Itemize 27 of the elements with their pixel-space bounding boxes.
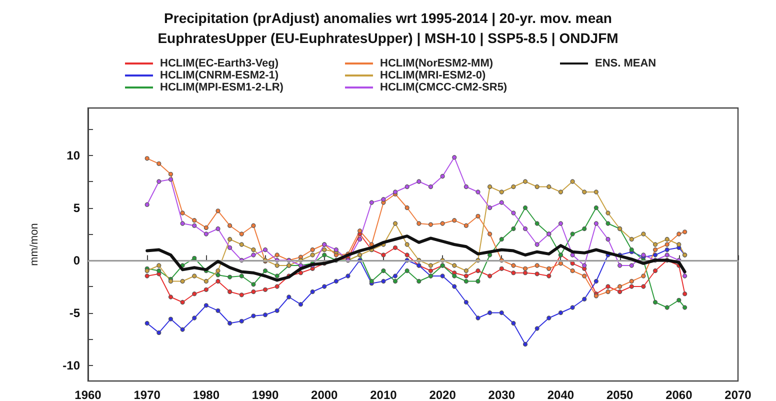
legend-label: HCLIM(CMCC-CM2-SR5) — [380, 82, 508, 94]
chart-subtitle: EuphratesUpper (EU-EuphratesUpper) | MSH-10 | SSP5-8.5 | ONDJFM — [158, 30, 618, 47]
x-tick-label: 2050 — [606, 388, 634, 401]
x-tick-label: 2060 — [666, 388, 693, 401]
x-tick-label: 2010 — [370, 388, 398, 401]
legend-label: ENS. MEAN — [595, 58, 656, 70]
y-tick-label: 0 — [73, 253, 80, 268]
chart-title: Precipitation (prAdjust) anomalies wrt 1995-2014 | 20-yr. mov. mean — [164, 10, 612, 27]
y-tick-label: 10 — [66, 148, 80, 162]
x-tick-label: 2030 — [488, 388, 516, 401]
legend-label: HCLIM(CNRM-ESM2-1) — [160, 70, 279, 82]
x-tick-label: 1990 — [252, 388, 279, 401]
x-tick-label: 1960 — [74, 388, 102, 401]
x-tick-label: 1980 — [192, 388, 220, 401]
y-tick-label: -10 — [62, 358, 80, 372]
legend-label: HCLIM(MPI-ESM1-2-LR) — [160, 82, 284, 94]
legend-label: HCLIM(MRI-ESM2-0) — [380, 70, 486, 82]
legend-label: HCLIM(EC-Earth3-Veg) — [160, 58, 279, 70]
x-tick-label: 2070 — [724, 388, 752, 401]
y-tick-label: -5 — [69, 306, 80, 320]
x-tick-label: 2020 — [429, 388, 456, 401]
legend-label: HCLIM(NorESM2-MM) — [380, 58, 494, 70]
x-tick-label: 2040 — [547, 388, 574, 401]
y-tick-label: 5 — [73, 200, 80, 215]
x-tick-label: 2000 — [311, 388, 338, 401]
x-tick-label: 1970 — [134, 388, 161, 401]
y-axis-title: mm/mon — [28, 223, 40, 266]
